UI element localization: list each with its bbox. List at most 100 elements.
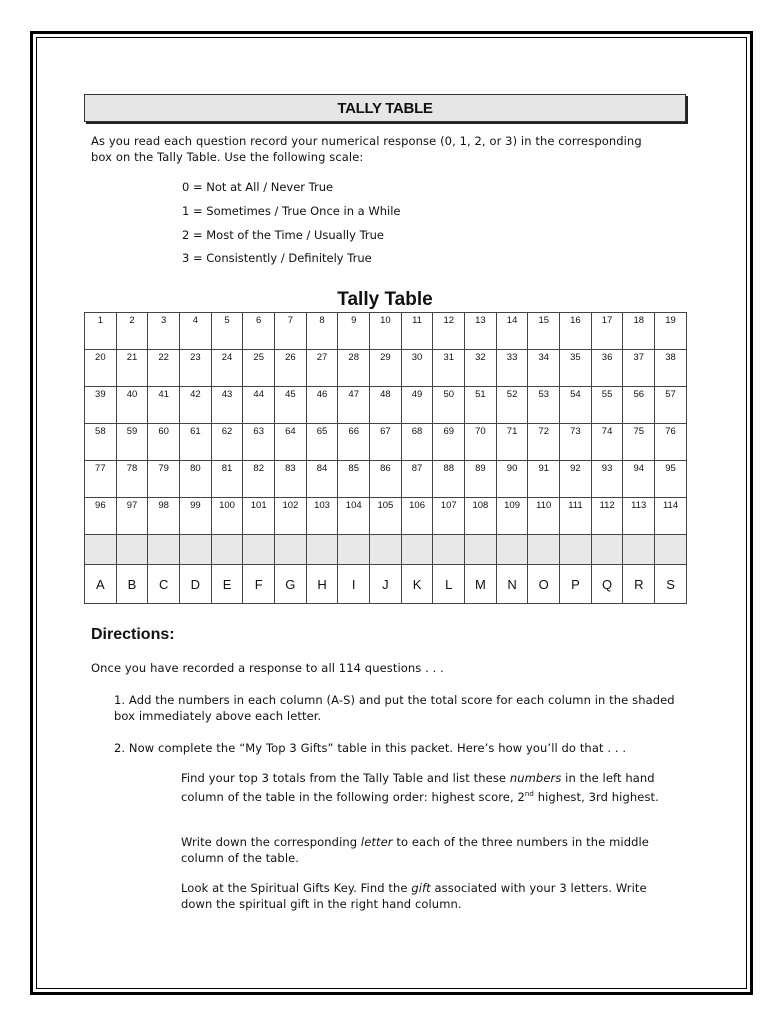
tally-cell[interactable]: 86 [369, 460, 402, 498]
tally-cell[interactable]: 93 [590, 460, 624, 498]
tally-cell[interactable]: 59 [115, 423, 149, 461]
tally-cell[interactable]: 107 [432, 497, 466, 535]
tally-cell[interactable]: 66 [337, 423, 371, 461]
tally-cell[interactable]: 5 [210, 312, 244, 350]
tally-cell[interactable]: 91 [527, 460, 561, 498]
tally-cell[interactable]: 74 [590, 423, 624, 461]
tally-cell[interactable]: 100 [210, 497, 244, 535]
tally-cell[interactable]: 35 [559, 349, 592, 387]
tally-cell[interactable]: 99 [179, 497, 212, 535]
total-cell[interactable] [179, 534, 212, 565]
tally-cell[interactable]: 65 [305, 423, 339, 461]
tally-cell[interactable]: 114 [654, 497, 687, 535]
tally-cell[interactable]: 33 [495, 349, 529, 387]
tally-cell[interactable]: 106 [400, 497, 434, 535]
tally-cell[interactable]: 64 [274, 423, 307, 461]
tally-cell[interactable]: 6 [242, 312, 276, 350]
tally-cell[interactable]: 54 [559, 386, 592, 424]
total-cell[interactable] [147, 534, 181, 565]
tally-cell[interactable]: 70 [464, 423, 497, 461]
tally-cell[interactable]: 44 [242, 386, 276, 424]
total-cell[interactable] [305, 534, 339, 565]
tally-cell[interactable]: 36 [590, 349, 624, 387]
tally-cell[interactable]: 73 [559, 423, 592, 461]
tally-cell[interactable]: 11 [400, 312, 434, 350]
tally-cell[interactable]: 12 [432, 312, 466, 350]
tally-cell[interactable]: 32 [464, 349, 497, 387]
tally-cell[interactable]: 108 [464, 497, 497, 535]
tally-cell[interactable]: 101 [242, 497, 276, 535]
total-cell[interactable] [115, 534, 149, 565]
tally-cell[interactable]: 57 [654, 386, 687, 424]
total-cell[interactable] [654, 534, 687, 565]
total-cell[interactable] [274, 534, 307, 565]
tally-cell[interactable]: 39 [84, 386, 117, 424]
tally-cell[interactable]: 113 [622, 497, 656, 535]
tally-cell[interactable]: 27 [305, 349, 339, 387]
total-cell[interactable] [369, 534, 402, 565]
tally-cell[interactable]: 9 [337, 312, 371, 350]
tally-cell[interactable]: 1 [84, 312, 117, 350]
total-cell[interactable] [559, 534, 592, 565]
tally-cell[interactable]: 94 [622, 460, 656, 498]
tally-cell[interactable]: 19 [654, 312, 687, 350]
tally-cell[interactable]: 13 [464, 312, 497, 350]
tally-cell[interactable]: 46 [305, 386, 339, 424]
tally-cell[interactable]: 92 [559, 460, 592, 498]
tally-cell[interactable]: 7 [274, 312, 307, 350]
tally-cell[interactable]: 102 [274, 497, 307, 535]
tally-cell[interactable]: 90 [495, 460, 529, 498]
tally-cell[interactable]: 15 [527, 312, 561, 350]
tally-cell[interactable]: 97 [115, 497, 149, 535]
tally-cell[interactable]: 17 [590, 312, 624, 350]
tally-cell[interactable]: 78 [115, 460, 149, 498]
tally-cell[interactable]: 77 [84, 460, 117, 498]
total-cell[interactable] [464, 534, 497, 565]
tally-cell[interactable]: 43 [210, 386, 244, 424]
tally-cell[interactable]: 111 [559, 497, 592, 535]
tally-cell[interactable]: 20 [84, 349, 117, 387]
tally-cell[interactable]: 71 [495, 423, 529, 461]
tally-cell[interactable]: 2 [115, 312, 149, 350]
total-cell[interactable] [432, 534, 466, 565]
total-cell[interactable] [337, 534, 371, 565]
tally-cell[interactable]: 76 [654, 423, 687, 461]
total-cell[interactable] [622, 534, 656, 565]
tally-cell[interactable]: 24 [210, 349, 244, 387]
tally-cell[interactable]: 8 [305, 312, 339, 350]
total-cell[interactable] [590, 534, 624, 565]
total-cell[interactable] [84, 534, 117, 565]
tally-cell[interactable]: 34 [527, 349, 561, 387]
tally-cell[interactable]: 38 [654, 349, 687, 387]
total-cell[interactable] [495, 534, 529, 565]
tally-cell[interactable]: 40 [115, 386, 149, 424]
tally-cell[interactable]: 51 [464, 386, 497, 424]
tally-cell[interactable]: 98 [147, 497, 181, 535]
tally-cell[interactable]: 42 [179, 386, 212, 424]
total-cell[interactable] [242, 534, 276, 565]
tally-cell[interactable]: 103 [305, 497, 339, 535]
tally-cell[interactable]: 25 [242, 349, 276, 387]
tally-cell[interactable]: 58 [84, 423, 117, 461]
tally-cell[interactable]: 31 [432, 349, 466, 387]
tally-cell[interactable]: 3 [147, 312, 181, 350]
tally-cell[interactable]: 104 [337, 497, 371, 535]
tally-cell[interactable]: 52 [495, 386, 529, 424]
tally-cell[interactable]: 109 [495, 497, 529, 535]
tally-cell[interactable]: 45 [274, 386, 307, 424]
tally-cell[interactable]: 18 [622, 312, 656, 350]
tally-cell[interactable]: 16 [559, 312, 592, 350]
tally-cell[interactable]: 68 [400, 423, 434, 461]
tally-cell[interactable]: 88 [432, 460, 466, 498]
tally-cell[interactable]: 110 [527, 497, 561, 535]
tally-cell[interactable]: 82 [242, 460, 276, 498]
tally-cell[interactable]: 53 [527, 386, 561, 424]
tally-cell[interactable]: 80 [179, 460, 212, 498]
tally-cell[interactable]: 112 [590, 497, 624, 535]
tally-cell[interactable]: 50 [432, 386, 466, 424]
tally-cell[interactable]: 105 [369, 497, 402, 535]
tally-cell[interactable]: 10 [369, 312, 402, 350]
tally-cell[interactable]: 49 [400, 386, 434, 424]
tally-cell[interactable]: 56 [622, 386, 656, 424]
tally-cell[interactable]: 96 [84, 497, 117, 535]
